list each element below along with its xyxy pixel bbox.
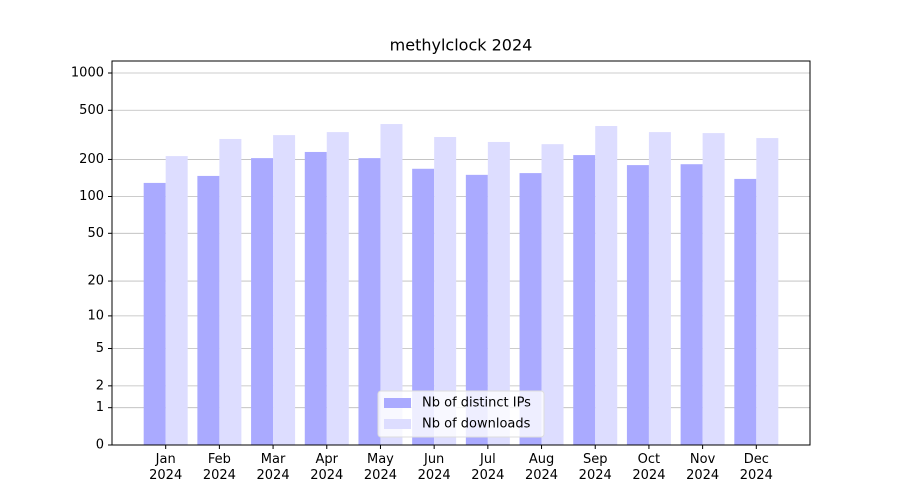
x-tick-label-box: Oct 2024 xyxy=(632,452,666,483)
x-tick-label: Jul 2024 xyxy=(471,452,505,483)
x-tick-label-box: Jun 2024 xyxy=(417,452,451,483)
y-tick-label: 50 xyxy=(87,226,104,241)
bar xyxy=(165,156,188,445)
x-tick-label: Apr 2024 xyxy=(310,452,344,483)
x-tick-label-box: May 2024 xyxy=(363,452,397,483)
bar xyxy=(465,174,488,445)
y-tick-label: 1000 xyxy=(71,66,104,81)
x-tick-label-box: Jul 2024 xyxy=(471,452,505,483)
x-tick-label: Oct 2024 xyxy=(632,452,666,483)
legend-label: Nb of distinct IPs xyxy=(422,396,531,411)
bar xyxy=(519,173,542,445)
x-tick-label-box: Sep 2024 xyxy=(578,452,612,483)
x-tick-label-box: Aug 2024 xyxy=(524,452,559,483)
y-tick-label: 20 xyxy=(87,274,104,289)
bar xyxy=(358,158,381,445)
x-tick-label: Mar 2024 xyxy=(256,452,290,483)
x-tick-label: Nov 2024 xyxy=(686,452,720,483)
y-tick-label: 100 xyxy=(79,189,104,204)
bar xyxy=(143,182,166,445)
x-tick-label: Jun 2024 xyxy=(417,452,451,483)
bar xyxy=(219,138,242,446)
legend-swatch xyxy=(384,398,411,408)
bar xyxy=(756,138,779,446)
bar xyxy=(326,132,349,445)
bar xyxy=(197,175,220,446)
legend-swatch xyxy=(384,419,411,429)
plot-frame xyxy=(111,60,811,446)
bar xyxy=(487,141,510,445)
chart-title: methylclock 2024 xyxy=(390,36,533,55)
x-tick-label: May 2024 xyxy=(363,452,397,483)
y-tick-label: 200 xyxy=(79,152,104,167)
bar xyxy=(412,168,435,445)
x-tick-label-box: Apr 2024 xyxy=(310,452,344,483)
bar xyxy=(573,155,596,445)
legend-label: Nb of downloads xyxy=(422,417,531,432)
bar xyxy=(680,164,703,445)
bar xyxy=(251,158,274,445)
x-tick-label: Sep 2024 xyxy=(578,452,612,483)
bar xyxy=(702,133,725,445)
x-tick-label-box: Jan 2024 xyxy=(149,452,183,483)
bar xyxy=(541,144,564,445)
y-tick-label: 5 xyxy=(96,341,104,356)
legend-box xyxy=(377,390,545,438)
y-tick-label: 500 xyxy=(79,103,104,118)
bar xyxy=(434,136,457,445)
x-tick-label-box: Mar 2024 xyxy=(256,452,290,483)
bar xyxy=(380,124,403,445)
x-tick-label-box: Nov 2024 xyxy=(686,452,720,483)
bar xyxy=(626,165,649,445)
x-tick-label-box: Dec 2024 xyxy=(739,452,773,483)
x-tick-label: Dec 2024 xyxy=(739,452,773,483)
y-tick-label: 1 xyxy=(96,400,104,415)
x-tick-label-box: Feb 2024 xyxy=(202,452,236,483)
y-tick-label: 10 xyxy=(87,308,104,323)
x-tick-label: Jan 2024 xyxy=(149,452,183,483)
bar xyxy=(595,126,618,446)
bar xyxy=(734,178,757,445)
y-tick-label: 2 xyxy=(96,378,104,393)
y-tick-label: 0 xyxy=(96,438,104,453)
bar xyxy=(304,151,327,445)
bar xyxy=(648,132,671,445)
x-tick-label: Feb 2024 xyxy=(202,452,236,483)
bar xyxy=(273,135,296,445)
x-tick-label: Aug 2024 xyxy=(524,452,559,483)
